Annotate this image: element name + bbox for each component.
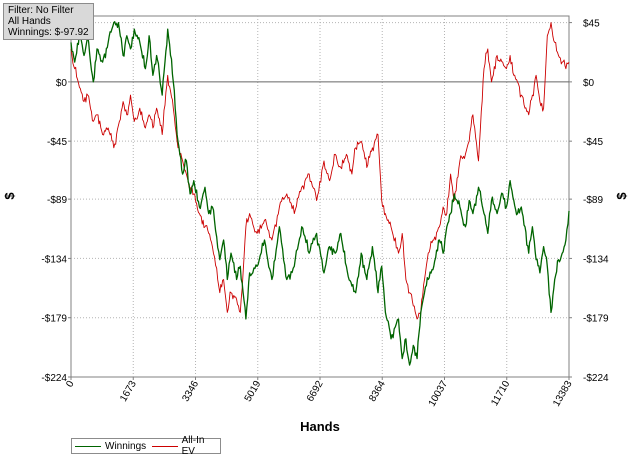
legend-swatch-winnings (75, 445, 101, 447)
legend-label-allin-ev: All-In EV (181, 435, 205, 457)
y-tick-label-left: -$45 (47, 137, 67, 148)
legend: Winnings All-In EV (71, 435, 221, 457)
x-tick-label: 0 (64, 379, 77, 390)
series-line-winnings (70, 21, 570, 366)
x-tick-label: 5019 (243, 379, 264, 404)
x-tick-label: 1673 (118, 379, 139, 404)
x-tick-label: 13383 (551, 379, 575, 409)
left-tick-labels: $45$0-$45-$89-$134-$179-$224 (41, 19, 71, 384)
series-line-allin-ev (70, 22, 570, 320)
series-layer (70, 21, 570, 366)
x-tick-label: 8364 (367, 379, 388, 404)
y-tick-label-right: $0 (583, 78, 595, 89)
x-tick-labels: 0 1673 3346 5019 6692 8364 10037 11710 13383 (64, 377, 575, 409)
x-tick-label: 3346 (180, 379, 201, 404)
y-tick-label-left: -$134 (41, 254, 67, 265)
legend-item-allin-ev: All-In EV (152, 435, 220, 457)
y-tick-label-right: -$89 (583, 195, 603, 206)
y-tick-label-left: -$89 (47, 195, 67, 206)
x-axis-title: Hands (300, 419, 340, 434)
y-axis-title-right: $ (614, 192, 629, 200)
right-tick-labels: $45 $0 -$45 -$89 -$134 -$179 -$224 (569, 19, 609, 384)
filter-info-box: Filter: No Filter All Hands Winnings: $-… (3, 3, 94, 40)
y-tick-label-left: -$224 (41, 373, 67, 384)
legend-item-winnings: Winnings (75, 439, 146, 453)
filter-label: Filter: No Filter (8, 5, 74, 16)
legend-swatch-allin-ev (152, 445, 178, 447)
y-tick-label-right: -$45 (583, 137, 603, 148)
y-tick-label-right: -$224 (583, 373, 609, 384)
y-axis-title-left: $ (2, 192, 17, 200)
grid-layer (71, 16, 569, 377)
winnings-label: Winnings: $-97.92 (8, 27, 89, 38)
y-tick-label-left: -$179 (41, 314, 67, 325)
y-tick-label-right: $45 (583, 19, 600, 30)
x-tick-label: 10037 (427, 379, 451, 409)
scope-label: All Hands (8, 16, 51, 27)
y-tick-label-right: -$179 (583, 314, 609, 325)
y-tick-label-right: -$134 (583, 254, 609, 265)
y-tick-label-left: $0 (56, 78, 68, 89)
x-tick-label: 11710 (489, 379, 512, 408)
x-tick-label: 6692 (305, 379, 326, 404)
legend-label-winnings: Winnings (105, 440, 147, 452)
